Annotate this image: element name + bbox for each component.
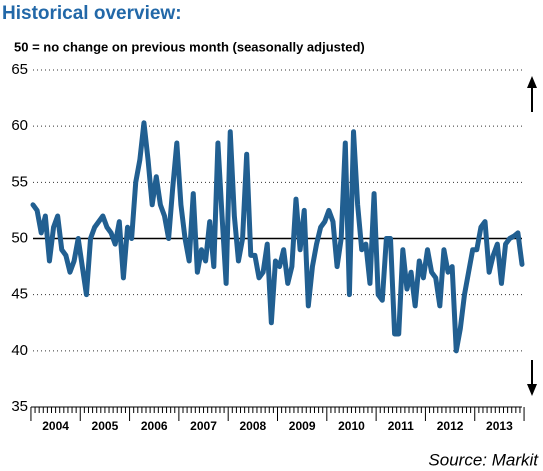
y-tick-label: 45	[11, 286, 28, 303]
x-tick-label: 2008	[239, 419, 266, 433]
x-tick-label: 2007	[190, 419, 217, 433]
x-tick-label: 2012	[437, 419, 464, 433]
y-tick-label: 65	[11, 61, 28, 78]
x-tick-label: 2011	[388, 419, 414, 433]
source-note: Source: Markit	[428, 450, 539, 469]
x-tick-label: 2010	[338, 419, 365, 433]
y-tick-label: 40	[11, 342, 28, 359]
y-tick-label: 35	[11, 398, 28, 415]
y-tick-label: 60	[11, 117, 28, 134]
x-tick-label: 2006	[141, 419, 168, 433]
x-tick-label: 2013	[486, 419, 513, 433]
chart-title: Historical overview:	[2, 3, 182, 24]
x-tick-label: 2009	[289, 419, 316, 433]
x-tick-label: 2005	[92, 419, 119, 433]
x-tick-label: 2004	[42, 419, 69, 433]
arrows	[527, 76, 537, 396]
chart-subtitle: 50 = no change on previous month (season…	[14, 39, 365, 54]
data-line	[30, 120, 525, 354]
y-tick-label: 55	[11, 173, 28, 190]
y-tick-label: 50	[11, 229, 28, 246]
